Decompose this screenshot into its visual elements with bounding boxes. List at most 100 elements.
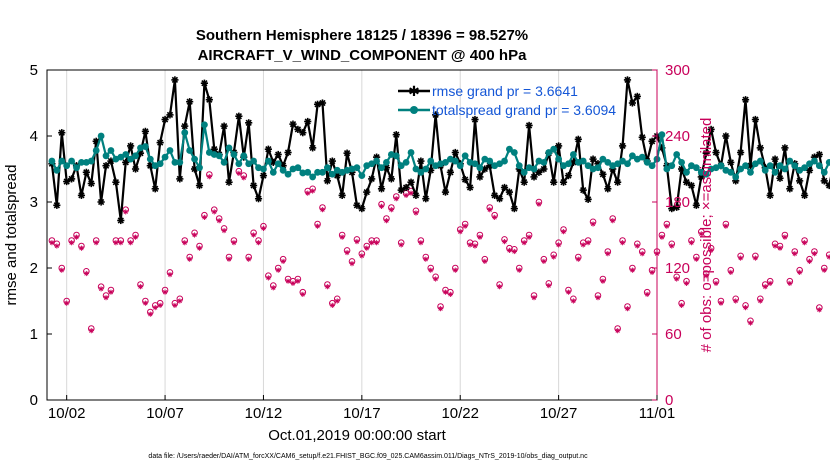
obs-assimilated-point xyxy=(447,291,453,297)
rmse-point xyxy=(122,158,130,166)
spread-point xyxy=(196,164,203,172)
obs-assimilated-point xyxy=(472,243,478,249)
obs-assimilated-point xyxy=(206,174,212,180)
obs-assimilated-point xyxy=(290,280,296,286)
rmse-point xyxy=(176,175,184,183)
obs-assimilated-point xyxy=(339,234,345,240)
spread-point xyxy=(132,152,139,160)
obs-assimilated-point xyxy=(467,242,473,248)
rmse-point xyxy=(766,191,774,199)
rmse-point xyxy=(441,188,450,196)
rmse-point xyxy=(584,195,592,203)
obs-assimilated-point xyxy=(226,256,232,262)
rmse-point xyxy=(397,186,405,194)
obs-assimilated-point xyxy=(393,196,399,202)
rmse-point xyxy=(422,195,430,203)
spread-point xyxy=(127,155,135,163)
spread-point xyxy=(569,151,577,158)
rmse-point xyxy=(235,112,243,120)
rmse-point xyxy=(417,157,425,165)
rmse-point xyxy=(186,98,194,106)
obs-assimilated-point xyxy=(354,239,360,245)
obs-assimilated-point xyxy=(728,269,734,275)
spread-point xyxy=(309,173,317,181)
spread-point xyxy=(555,155,563,163)
rmse-point xyxy=(264,145,272,153)
obs-assimilated-point xyxy=(123,209,129,215)
rmse-point xyxy=(564,172,573,180)
rmse-point xyxy=(786,185,794,193)
left-axis-ticks: 0 1 2 3 4 5 xyxy=(30,62,52,409)
obs-assimilated-point xyxy=(674,276,680,282)
rmse-point xyxy=(550,178,558,186)
obs-assimilated-point xyxy=(821,267,827,273)
obs-assimilated-point xyxy=(255,240,262,246)
obs-assimilated-point xyxy=(182,240,188,246)
spread-point xyxy=(181,129,189,137)
spread-point xyxy=(215,152,223,160)
legend: ✱ rmse grand pr = 3.6641 totalspread gra… xyxy=(398,83,616,118)
rmse-point xyxy=(407,178,415,186)
obs-assimilated-point xyxy=(54,243,60,249)
y2-tick-label: 300 xyxy=(665,62,690,79)
obs-assimilated-point xyxy=(378,203,385,209)
spread-point xyxy=(638,153,646,161)
obs-assimilated-point xyxy=(98,286,104,292)
legend-spread-label: totalspread grand pr = 3.6094 xyxy=(432,102,616,118)
obs-assimilated-point xyxy=(713,280,719,286)
rmse-point xyxy=(559,178,568,186)
rmse-point xyxy=(707,125,715,133)
spread-point xyxy=(53,166,61,174)
rmse-point xyxy=(338,191,346,199)
obs-assimilated-point xyxy=(398,242,404,248)
obs-assimilated-point xyxy=(314,223,321,229)
spread-point xyxy=(284,170,292,178)
spread-point xyxy=(407,149,415,156)
obs-assimilated-point xyxy=(108,289,114,295)
spread-point xyxy=(358,172,366,180)
spread-point xyxy=(250,157,258,165)
obs-assimilated-point xyxy=(319,207,326,213)
obs-assimilated-point xyxy=(329,302,335,308)
rmse-point xyxy=(195,181,204,190)
rmse-point xyxy=(599,170,607,178)
spread-point xyxy=(820,168,828,176)
spread-point xyxy=(97,132,105,140)
y-tick-label: 5 xyxy=(30,62,38,79)
obs-assimilated-point xyxy=(556,242,562,248)
spread-point xyxy=(811,157,818,165)
obs-assimilated-point xyxy=(747,320,754,326)
rmse-point xyxy=(131,165,140,173)
spread-point xyxy=(442,159,449,166)
obs-assimilated-point xyxy=(551,254,557,260)
spread-point xyxy=(727,168,735,176)
spread-point xyxy=(146,155,154,163)
obs-assimilated-point xyxy=(152,305,158,311)
spread-point xyxy=(176,159,184,166)
rmse-point xyxy=(628,99,637,107)
obs-assimilated-point xyxy=(442,289,449,295)
rmse-point xyxy=(112,178,120,186)
obs-assimilated-point xyxy=(418,240,424,246)
rmse-point xyxy=(353,201,361,209)
spread-point xyxy=(702,170,710,178)
rmse-point xyxy=(771,155,779,163)
obs-assimilated-point xyxy=(644,291,650,297)
spread-point xyxy=(506,145,513,153)
spread-point xyxy=(294,164,302,172)
rmse-point xyxy=(102,162,110,170)
obs-assimilated-point xyxy=(457,229,463,235)
spread-point xyxy=(515,162,523,170)
spread-point xyxy=(599,155,607,163)
obs-assimilated-point xyxy=(211,209,217,215)
spread-point xyxy=(161,153,169,161)
obs-assimilated-point xyxy=(516,267,522,273)
spread-point xyxy=(461,152,469,160)
obs-assimilated-point xyxy=(103,295,109,301)
obs-assimilated-point xyxy=(757,298,763,304)
obs-assimilated-point xyxy=(575,256,581,262)
legend-rmse-marker: ✱ xyxy=(408,84,420,100)
spread-point xyxy=(663,165,671,173)
spread-point xyxy=(565,160,572,168)
rmse-point xyxy=(58,129,66,137)
